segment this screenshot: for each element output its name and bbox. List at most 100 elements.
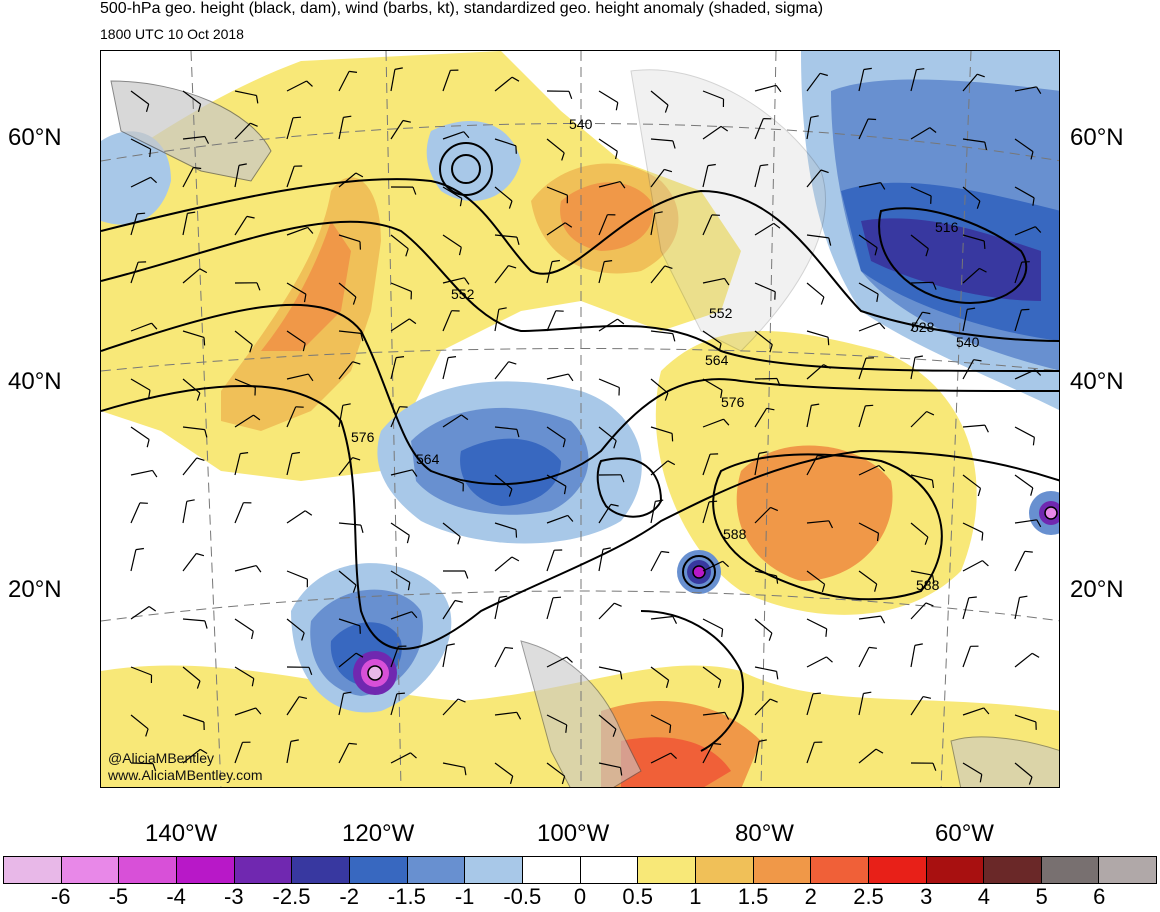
wind-barb <box>286 373 309 380</box>
wind-barb <box>858 522 879 534</box>
wind-barb <box>390 522 410 536</box>
wind-barb <box>650 501 656 524</box>
wind-barb <box>286 166 295 188</box>
wind-barb <box>598 762 621 769</box>
wind-barb-feather <box>150 176 158 184</box>
wind-barb <box>650 330 673 335</box>
wind-barb-feather <box>819 72 828 77</box>
wind-barb <box>338 652 357 668</box>
wind-barb <box>286 406 297 428</box>
wind-barb-feather <box>654 211 663 214</box>
wind-barb <box>234 378 256 389</box>
wind-barb-feather <box>193 166 202 170</box>
wind-barb-feather <box>672 140 676 149</box>
wind-barb <box>130 502 141 524</box>
contour-label-layer: 540 516 552 552 528 540 564 576 576 564 … <box>351 116 980 593</box>
wind-barb-feather <box>352 584 357 593</box>
wind-barb-feather <box>461 414 469 421</box>
wind-barb-feather <box>880 182 886 190</box>
wind-barb <box>650 615 673 620</box>
wind-barb <box>546 261 553 284</box>
colorbar-tick-label: -5 <box>108 884 129 909</box>
wind-barb-feather <box>240 452 249 455</box>
wind-barb-feather <box>617 318 625 325</box>
wind-barb <box>598 426 617 442</box>
wind-barb-feather <box>914 355 924 358</box>
wind-barb-feather <box>149 148 152 158</box>
wind-barb <box>286 117 294 140</box>
wind-barb-feather <box>610 503 619 507</box>
wind-barb <box>130 322 152 332</box>
wind-barb-feather <box>250 122 258 127</box>
wind-barb <box>442 70 451 92</box>
wind-barb <box>806 656 827 668</box>
wind-barb-feather <box>828 237 832 246</box>
wind-barb-feather <box>758 451 768 454</box>
wind-barb-feather <box>516 429 520 438</box>
wind-barb <box>702 666 722 681</box>
wind-barb-feather <box>664 392 669 401</box>
wind-barb-feather <box>968 596 977 599</box>
wind-barb-feather <box>665 679 670 688</box>
wind-barb <box>338 693 345 716</box>
wind-barb <box>1014 86 1037 92</box>
wind-barb-feather <box>925 602 934 607</box>
wind-barb-feather <box>1032 437 1035 446</box>
wind-barb-feather <box>924 536 929 545</box>
wind-barb-feather <box>878 465 886 472</box>
wind-barb <box>910 411 928 428</box>
wind-barb-feather <box>821 584 826 593</box>
wind-barb <box>130 378 151 391</box>
wind-barb <box>390 318 410 332</box>
wind-barb-feather <box>196 457 205 461</box>
wind-barb <box>234 666 255 680</box>
contour-label-516: 516 <box>935 219 959 235</box>
wind-barb-feather <box>448 356 457 359</box>
wind-barb <box>702 378 723 391</box>
wind-barb-feather <box>352 361 361 365</box>
wind-barb <box>494 597 500 620</box>
wind-barb-feather <box>186 499 195 502</box>
wind-barb <box>858 322 880 332</box>
wind-barb <box>182 666 201 682</box>
wind-barb <box>182 618 205 622</box>
wind-barb <box>910 127 931 140</box>
wind-barb <box>494 762 514 777</box>
wind-barb-feather <box>619 181 626 189</box>
wind-barb <box>1014 369 1036 380</box>
contour-label-564-west: 564 <box>416 451 440 467</box>
wind-barb-feather <box>464 767 467 776</box>
wind-barb-feather <box>977 73 985 78</box>
wind-barb-feather <box>564 222 573 228</box>
wind-barb-feather <box>145 728 149 737</box>
wind-barb <box>650 169 665 188</box>
wind-barb <box>130 762 154 765</box>
wind-barb-feather <box>932 282 937 290</box>
wind-barb-feather <box>343 115 352 118</box>
wind-barb <box>182 268 201 284</box>
wind-barb <box>702 454 711 476</box>
wind-barb <box>962 138 985 143</box>
wind-barb-feather <box>256 282 261 291</box>
wind-barb <box>858 182 881 188</box>
lon-label-60w: 60°W <box>935 820 994 847</box>
wind-barb-feather <box>983 240 986 249</box>
wind-barb-feather <box>967 307 976 310</box>
wind-barb <box>338 361 354 380</box>
wind-barb-feather <box>614 602 622 607</box>
wind-barb-feather <box>769 344 773 353</box>
wind-barb <box>858 234 878 249</box>
wind-barb-feather <box>932 575 935 584</box>
wind-barb-feather <box>307 373 314 382</box>
wind-barb <box>390 646 399 668</box>
wind-barb <box>130 606 150 620</box>
wind-barb <box>442 600 456 620</box>
wind-barb <box>442 186 463 199</box>
wind-barb <box>546 186 568 196</box>
wind-barb <box>806 330 829 338</box>
wind-barb-feather <box>458 247 462 256</box>
wind-barb <box>858 282 879 295</box>
wind-barb-feather <box>515 529 518 538</box>
wind-barb-feather <box>196 392 201 401</box>
wind-barb-feather <box>255 707 262 715</box>
